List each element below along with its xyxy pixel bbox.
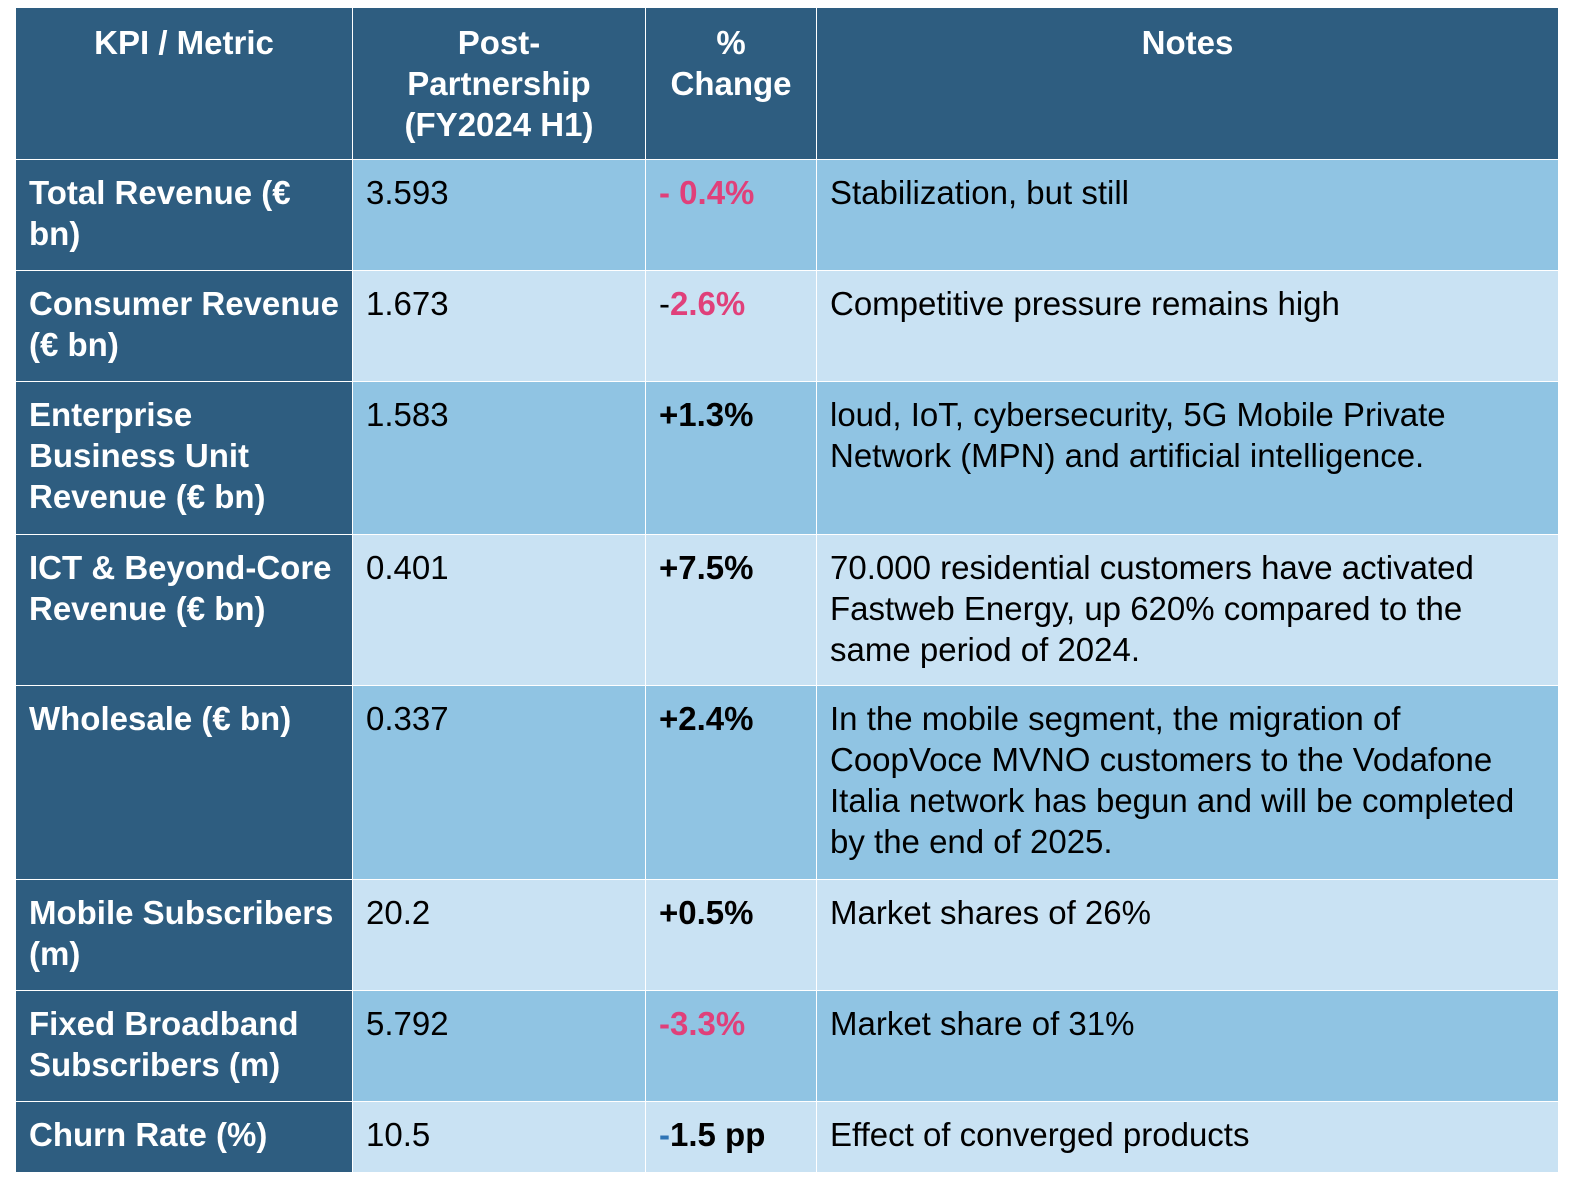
note-cell: In the mobile segment, the migration of … — [816, 685, 1559, 880]
value-cell: 0.337 — [352, 685, 646, 880]
change-sign: - — [659, 1005, 670, 1042]
header-post-partnership: Post-Partnership (FY2024 H1) — [352, 7, 646, 160]
change-cell: -3.3% — [645, 990, 817, 1102]
value-cell: 1.673 — [352, 270, 646, 382]
table-row: Consumer Revenue (€ bn) 1.673 -2.6% Comp… — [15, 270, 1559, 382]
change-value: 0.5% — [678, 894, 754, 931]
kpi-table: KPI / Metric Post-Partnership (FY2024 H1… — [15, 7, 1559, 1173]
note-cell: 70.000 residential customers have activa… — [816, 534, 1559, 686]
value-cell: 0.401 — [352, 534, 646, 686]
change-value: 2.6% — [670, 285, 746, 322]
header-row: KPI / Metric Post-Partnership (FY2024 H1… — [15, 7, 1559, 160]
table-row: Enterprise Business Unit Revenue (€ bn) … — [15, 381, 1559, 535]
value-cell: 5.792 — [352, 990, 646, 1102]
change-sign: + — [659, 396, 679, 433]
change-value: 3.3% — [670, 1005, 746, 1042]
change-value: 1.5 pp — [670, 1116, 766, 1153]
change-cell: -1.5 pp — [645, 1101, 817, 1173]
table-row: ICT & Beyond-Core Revenue (€ bn) 0.401 +… — [15, 534, 1559, 686]
change-cell: -2.6% — [645, 270, 817, 382]
value-cell: 3.593 — [352, 159, 646, 271]
change-sign: + — [659, 700, 679, 737]
change-cell: - 0.4% — [645, 159, 817, 271]
change-sign: - — [659, 285, 670, 322]
note-cell: Market shares of 26% — [816, 879, 1559, 991]
metric-label: ICT & Beyond-Core Revenue (€ bn) — [15, 534, 353, 686]
change-sign: + — [659, 549, 679, 586]
change-cell: +1.3% — [645, 381, 817, 535]
table-row: Fixed Broadband Subscribers (m) 5.792 -3… — [15, 990, 1559, 1102]
metric-label: Consumer Revenue (€ bn) — [15, 270, 353, 382]
note-cell: Effect of converged products — [816, 1101, 1559, 1173]
change-cell: +0.5% — [645, 879, 817, 991]
metric-label: Wholesale (€ bn) — [15, 685, 353, 880]
change-value: 0.4% — [679, 174, 755, 211]
change-value: 2.4% — [678, 700, 754, 737]
change-cell: +7.5% — [645, 534, 817, 686]
metric-label: Churn Rate (%) — [15, 1101, 353, 1173]
change-sign: - — [659, 1116, 670, 1153]
note-cell: Stabilization, but still — [816, 159, 1559, 271]
metric-label: Mobile Subscribers (m) — [15, 879, 353, 991]
header-metric: KPI / Metric — [15, 7, 353, 160]
change-value: 1.3% — [678, 396, 754, 433]
metric-label: Enterprise Business Unit Revenue (€ bn) — [15, 381, 353, 535]
metric-label: Fixed Broadband Subscribers (m) — [15, 990, 353, 1102]
value-cell: 10.5 — [352, 1101, 646, 1173]
change-value: 7.5% — [678, 549, 754, 586]
change-cell: +2.4% — [645, 685, 817, 880]
value-cell: 20.2 — [352, 879, 646, 991]
change-sign: + — [659, 894, 679, 931]
header-percent-change: % Change — [645, 7, 817, 160]
table-row: Mobile Subscribers (m) 20.2 +0.5% Market… — [15, 879, 1559, 991]
header-notes: Notes — [816, 7, 1559, 160]
note-cell: loud, IoT, cybersecurity, 5G Mobile Priv… — [816, 381, 1559, 535]
value-cell: 1.583 — [352, 381, 646, 535]
table-row: Churn Rate (%) 10.5 -1.5 pp Effect of co… — [15, 1101, 1559, 1173]
note-cell: Market share of 31% — [816, 990, 1559, 1102]
change-sign: - — [659, 174, 680, 211]
metric-label: Total Revenue (€ bn) — [15, 159, 353, 271]
table-row: Total Revenue (€ bn) 3.593 - 0.4% Stabil… — [15, 159, 1559, 271]
table-row: Wholesale (€ bn) 0.337 +2.4% In the mobi… — [15, 685, 1559, 880]
note-cell: Competitive pressure remains high — [816, 270, 1559, 382]
